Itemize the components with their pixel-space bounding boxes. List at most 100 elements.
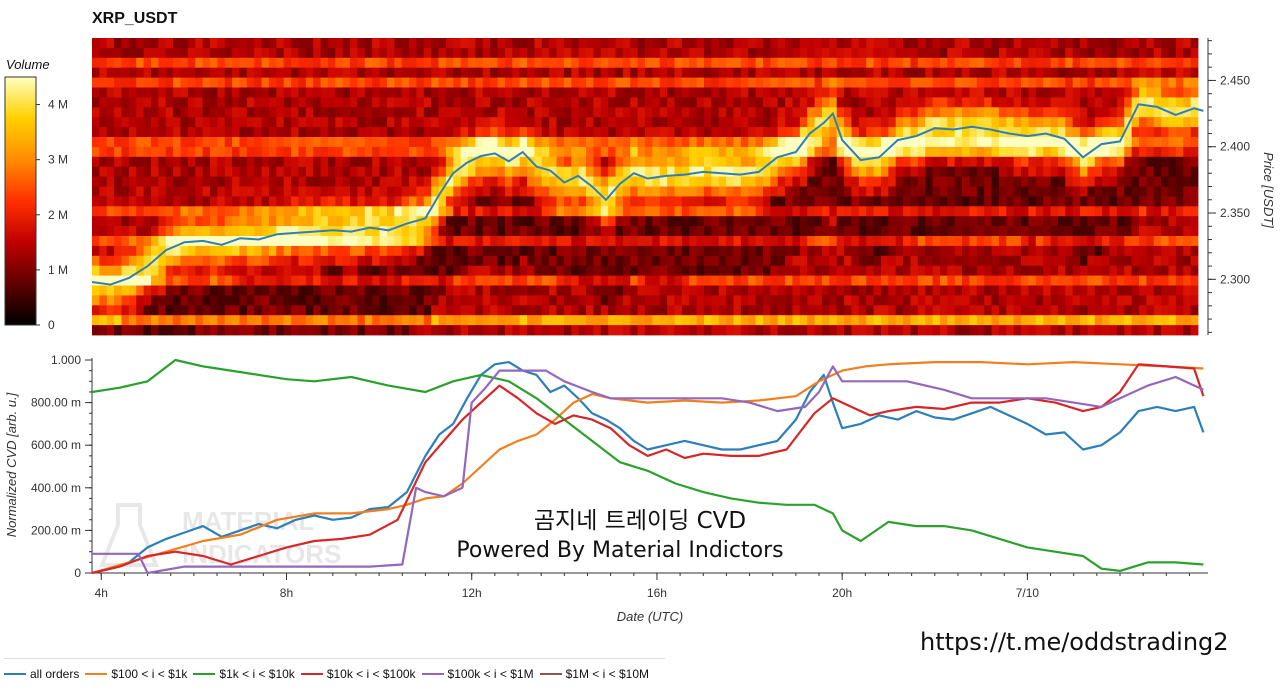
heatmap-cell	[1087, 196, 1096, 207]
heatmap-cell	[792, 77, 801, 88]
heatmap-cell	[106, 176, 115, 187]
heatmap-cell	[755, 325, 764, 336]
heatmap-cell	[1057, 67, 1066, 78]
heatmap-cell	[645, 216, 653, 227]
heatmap-cell	[1006, 67, 1015, 78]
heatmap-cell	[1080, 67, 1088, 78]
heatmap-cell	[261, 325, 270, 336]
heatmap-cell	[409, 295, 417, 306]
heatmap-cell	[106, 67, 115, 78]
cvd-y-tick-label: 600.00 m	[31, 438, 81, 452]
heatmap-cell	[549, 206, 557, 217]
heatmap-cell	[991, 127, 1000, 138]
heatmap-cell	[165, 77, 174, 88]
heatmap-cell	[866, 186, 874, 197]
heatmap-cell	[851, 216, 860, 227]
heatmap-cell	[291, 275, 299, 286]
legend-item[interactable]: $1k < i < $10k	[193, 667, 295, 681]
heatmap-cell	[762, 315, 771, 326]
heatmap-cell	[1035, 107, 1044, 118]
heatmap-cell	[217, 156, 226, 168]
heatmap-cell	[608, 117, 616, 128]
heatmap-cell	[593, 236, 602, 247]
heatmap-cell	[1168, 57, 1177, 69]
heatmap-cell	[888, 176, 897, 187]
legend-item[interactable]: $10k < i < $100k	[300, 667, 416, 681]
heatmap-cell	[637, 97, 646, 108]
heatmap-cell	[268, 265, 277, 276]
legend-item[interactable]: all orders	[4, 667, 79, 681]
heatmap-cell	[696, 47, 705, 59]
heatmap-cell	[327, 216, 336, 227]
heatmap-cell	[645, 47, 653, 59]
heatmap-cell	[180, 295, 189, 306]
heatmap-cell	[468, 77, 476, 88]
heatmap-cell	[541, 265, 550, 276]
heatmap-cell	[880, 97, 889, 108]
heatmap-cell	[718, 176, 727, 187]
heatmap-cell	[991, 295, 1000, 306]
heatmap-cell	[173, 285, 181, 296]
heatmap-cell	[1116, 255, 1125, 267]
heatmap-cell	[276, 295, 285, 306]
heatmap-cell	[438, 77, 447, 88]
heatmap-cell	[202, 146, 211, 158]
heatmap-cell	[401, 196, 410, 207]
heatmap-cell	[99, 245, 108, 257]
heatmap-cell	[1124, 186, 1133, 197]
heatmap-cell	[880, 295, 889, 306]
heatmap-cell	[652, 265, 661, 276]
heatmap-cell	[792, 325, 801, 336]
legend-item[interactable]: $1M < i < $10M	[539, 667, 649, 681]
heatmap-cell	[777, 146, 786, 158]
heatmap-cell	[652, 196, 661, 207]
heatmap-cell	[1124, 47, 1133, 59]
heatmap-cell	[268, 176, 277, 187]
heatmap-cell	[844, 315, 852, 326]
heatmap-cell	[895, 127, 904, 138]
footer-url[interactable]: https://t.me/oddstrading2	[920, 628, 1229, 656]
heatmap-cell	[556, 127, 565, 138]
heatmap-cell	[939, 265, 948, 276]
heatmap-cell	[1043, 226, 1051, 237]
heatmap-cell	[755, 57, 764, 69]
heatmap-cell	[652, 305, 661, 316]
heatmap-cell	[814, 265, 823, 276]
heatmap-cell	[283, 216, 292, 227]
heatmap-cell	[1050, 146, 1059, 158]
heatmap-cell	[519, 206, 528, 217]
heatmap-cell	[866, 47, 874, 59]
heatmap-cell	[1146, 196, 1155, 207]
heatmap-cell	[99, 87, 108, 98]
heatmap-cell	[187, 166, 196, 177]
heatmap-cell	[1028, 166, 1037, 177]
heatmap-cell	[350, 176, 358, 187]
heatmap-cell	[1013, 196, 1022, 207]
heatmap-cell	[99, 285, 108, 296]
heatmap-cell	[1146, 325, 1155, 336]
heatmap-cell	[851, 137, 860, 148]
heatmap-cell	[327, 245, 336, 257]
heatmap-cell	[1057, 57, 1066, 69]
heatmap-cell	[217, 265, 226, 276]
heatmap-cell	[453, 47, 462, 59]
legend-item[interactable]: $100k < i < $1M	[421, 667, 534, 681]
heatmap-cell	[1161, 236, 1169, 247]
heatmap-cell	[320, 156, 329, 168]
heatmap-cell	[1116, 236, 1125, 247]
legend-item[interactable]: $100 < i < $1k	[85, 667, 187, 681]
heatmap-cell	[578, 255, 587, 267]
heatmap-cell	[718, 38, 727, 49]
heatmap-cell	[291, 77, 299, 88]
heatmap-cell	[394, 156, 403, 168]
heatmap-cell	[1146, 236, 1155, 247]
heatmap-cell	[217, 97, 226, 108]
heatmap-cell	[844, 236, 852, 247]
heatmap-cell	[622, 196, 631, 207]
heatmap-cell	[991, 275, 1000, 286]
heatmap-cell	[246, 315, 255, 326]
heatmap-cell	[637, 245, 646, 257]
heatmap-cell	[851, 166, 860, 177]
heatmap-cell	[379, 255, 388, 267]
heatmap-cell	[335, 206, 344, 217]
